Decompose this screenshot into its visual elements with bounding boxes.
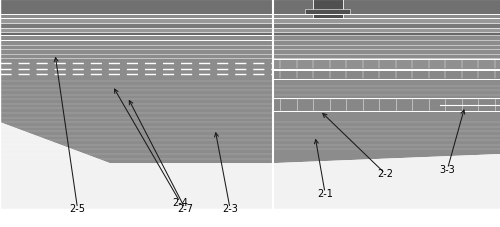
Polygon shape <box>305 10 350 15</box>
Polygon shape <box>272 19 500 24</box>
Text: 2-1: 2-1 <box>317 188 333 198</box>
Text: 3-3: 3-3 <box>440 164 456 174</box>
Polygon shape <box>0 0 272 15</box>
Polygon shape <box>0 123 272 209</box>
Polygon shape <box>272 24 500 28</box>
Polygon shape <box>272 154 500 209</box>
Text: 2-4: 2-4 <box>172 197 188 207</box>
Text: 2-2: 2-2 <box>377 169 393 179</box>
Polygon shape <box>272 28 500 33</box>
Polygon shape <box>272 0 500 163</box>
Polygon shape <box>272 70 500 79</box>
Polygon shape <box>0 33 272 36</box>
Polygon shape <box>0 0 272 163</box>
Polygon shape <box>272 33 500 36</box>
Polygon shape <box>0 19 272 24</box>
Polygon shape <box>0 24 272 28</box>
Polygon shape <box>0 28 272 33</box>
Text: 2-7: 2-7 <box>177 203 193 213</box>
Polygon shape <box>312 0 342 30</box>
Text: 2-3: 2-3 <box>222 203 238 213</box>
Polygon shape <box>272 60 500 69</box>
Polygon shape <box>272 0 500 15</box>
Text: 2-5: 2-5 <box>70 203 86 213</box>
Polygon shape <box>272 99 500 111</box>
